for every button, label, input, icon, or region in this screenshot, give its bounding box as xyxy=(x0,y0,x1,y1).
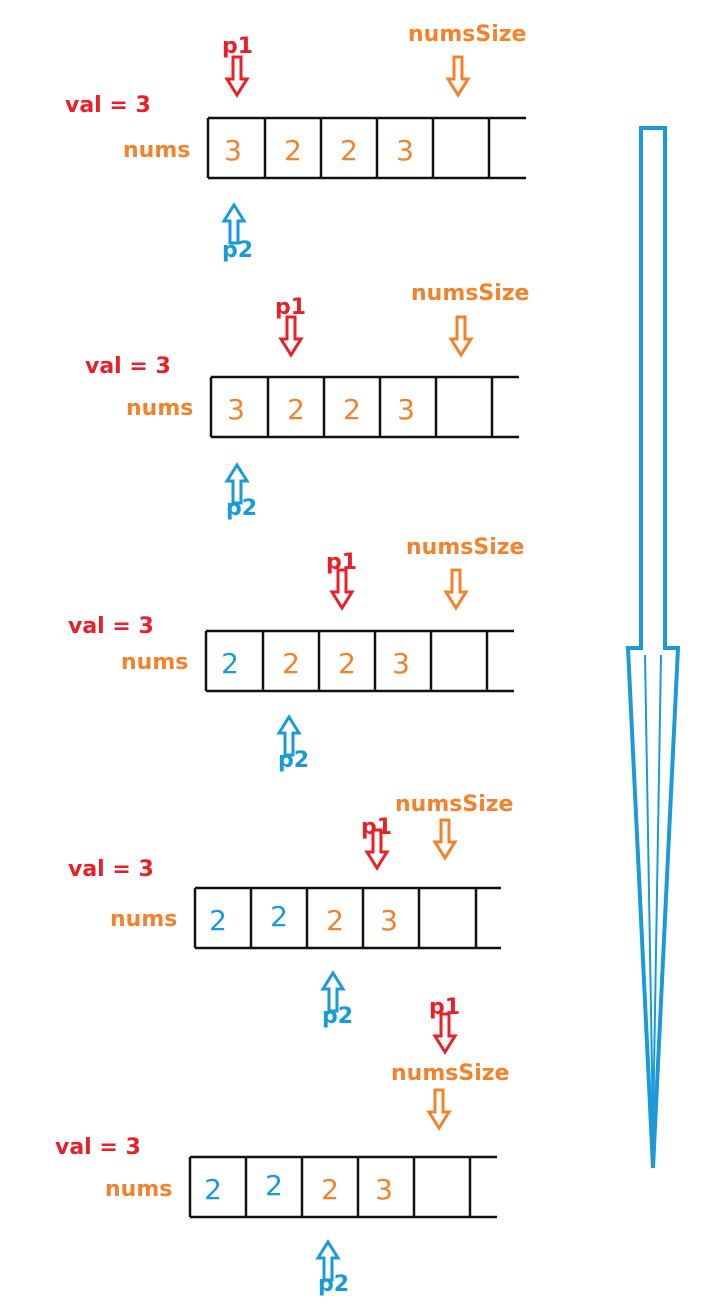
step-2-p1-arrow xyxy=(279,315,303,357)
step-2-cell-1: 2 xyxy=(287,393,305,426)
step-3-cell-1: 2 xyxy=(282,647,300,680)
step-5-cell-1: 2 xyxy=(265,1169,283,1202)
step-2-p2-label: p2 xyxy=(226,496,258,521)
step-2-numssize-arrow xyxy=(449,315,473,357)
step-3-cell-3: 3 xyxy=(392,647,410,680)
progression-arrow xyxy=(625,126,681,1169)
step-4-cell-0: 2 xyxy=(209,904,227,937)
step-2-p1-label: p1 xyxy=(275,295,307,320)
step-4-numssize-label: numsSize xyxy=(395,792,514,817)
step-3-p1-label: p1 xyxy=(326,550,358,575)
step-2-array xyxy=(209,375,519,439)
step-1-cell-1: 2 xyxy=(284,134,302,167)
step-5-p2-label: p2 xyxy=(318,1272,350,1297)
step-2-cell-0: 3 xyxy=(227,393,245,426)
step-5-numssize-arrow xyxy=(427,1088,451,1130)
step-5-cell-2: 2 xyxy=(321,1173,339,1206)
step-4-cell-2: 2 xyxy=(326,904,344,937)
step-3-val-label: val = 3 xyxy=(68,614,154,639)
step-5-cell-0: 2 xyxy=(204,1173,222,1206)
step-5-val-label: val = 3 xyxy=(55,1135,141,1160)
step-3-cell-2: 2 xyxy=(338,647,356,680)
step-1-nums-label: nums xyxy=(123,138,191,163)
step-5-nums-label: nums xyxy=(105,1177,173,1202)
step-1-cell-2: 2 xyxy=(340,134,358,167)
step-4-cell-3: 3 xyxy=(380,904,398,937)
progression-arrow-inner xyxy=(644,654,662,1131)
step-4-numssize-arrow xyxy=(433,818,457,860)
step-4-array xyxy=(193,886,501,950)
step-3-numssize-label: numsSize xyxy=(406,535,525,560)
step-3-p2-label: p2 xyxy=(278,748,310,773)
step-4-val-label: val = 3 xyxy=(68,857,154,882)
step-1-cell-3: 3 xyxy=(396,134,414,167)
step-1-numssize-arrow xyxy=(446,55,470,97)
step-1-cell-0: 3 xyxy=(224,134,242,167)
step-1-numssize-label: numsSize xyxy=(408,22,527,47)
step-2-cell-2: 2 xyxy=(343,393,361,426)
step-2-nums-label: nums xyxy=(126,396,194,421)
step-3-p1-arrow xyxy=(330,568,354,610)
step-4-cell-1: 2 xyxy=(270,900,288,933)
step-3-nums-label: nums xyxy=(121,650,189,675)
step-2-cell-3: 3 xyxy=(397,393,415,426)
step-1-p1-arrow xyxy=(225,55,249,97)
step-1-val-label: val = 3 xyxy=(65,93,151,118)
step-2-numssize-label: numsSize xyxy=(411,281,530,306)
step-1-p2-label: p2 xyxy=(222,238,254,263)
step-5-p1-label: p1 xyxy=(429,995,461,1020)
step-4-p1-label: p1 xyxy=(361,815,393,840)
step-2-val-label: val = 3 xyxy=(85,354,171,379)
step-3-cell-0: 2 xyxy=(221,647,239,680)
step-4-nums-label: nums xyxy=(110,907,178,932)
step-5-numssize-label: numsSize xyxy=(391,1061,510,1086)
step-1-p1-label: p1 xyxy=(222,34,254,59)
step-3-numssize-arrow xyxy=(444,568,468,610)
step-3-array xyxy=(204,629,514,693)
step-4-p2-label: p2 xyxy=(322,1004,354,1029)
step-5-array xyxy=(188,1155,497,1219)
step-5-cell-3: 3 xyxy=(375,1173,393,1206)
step-1-array xyxy=(206,116,526,180)
